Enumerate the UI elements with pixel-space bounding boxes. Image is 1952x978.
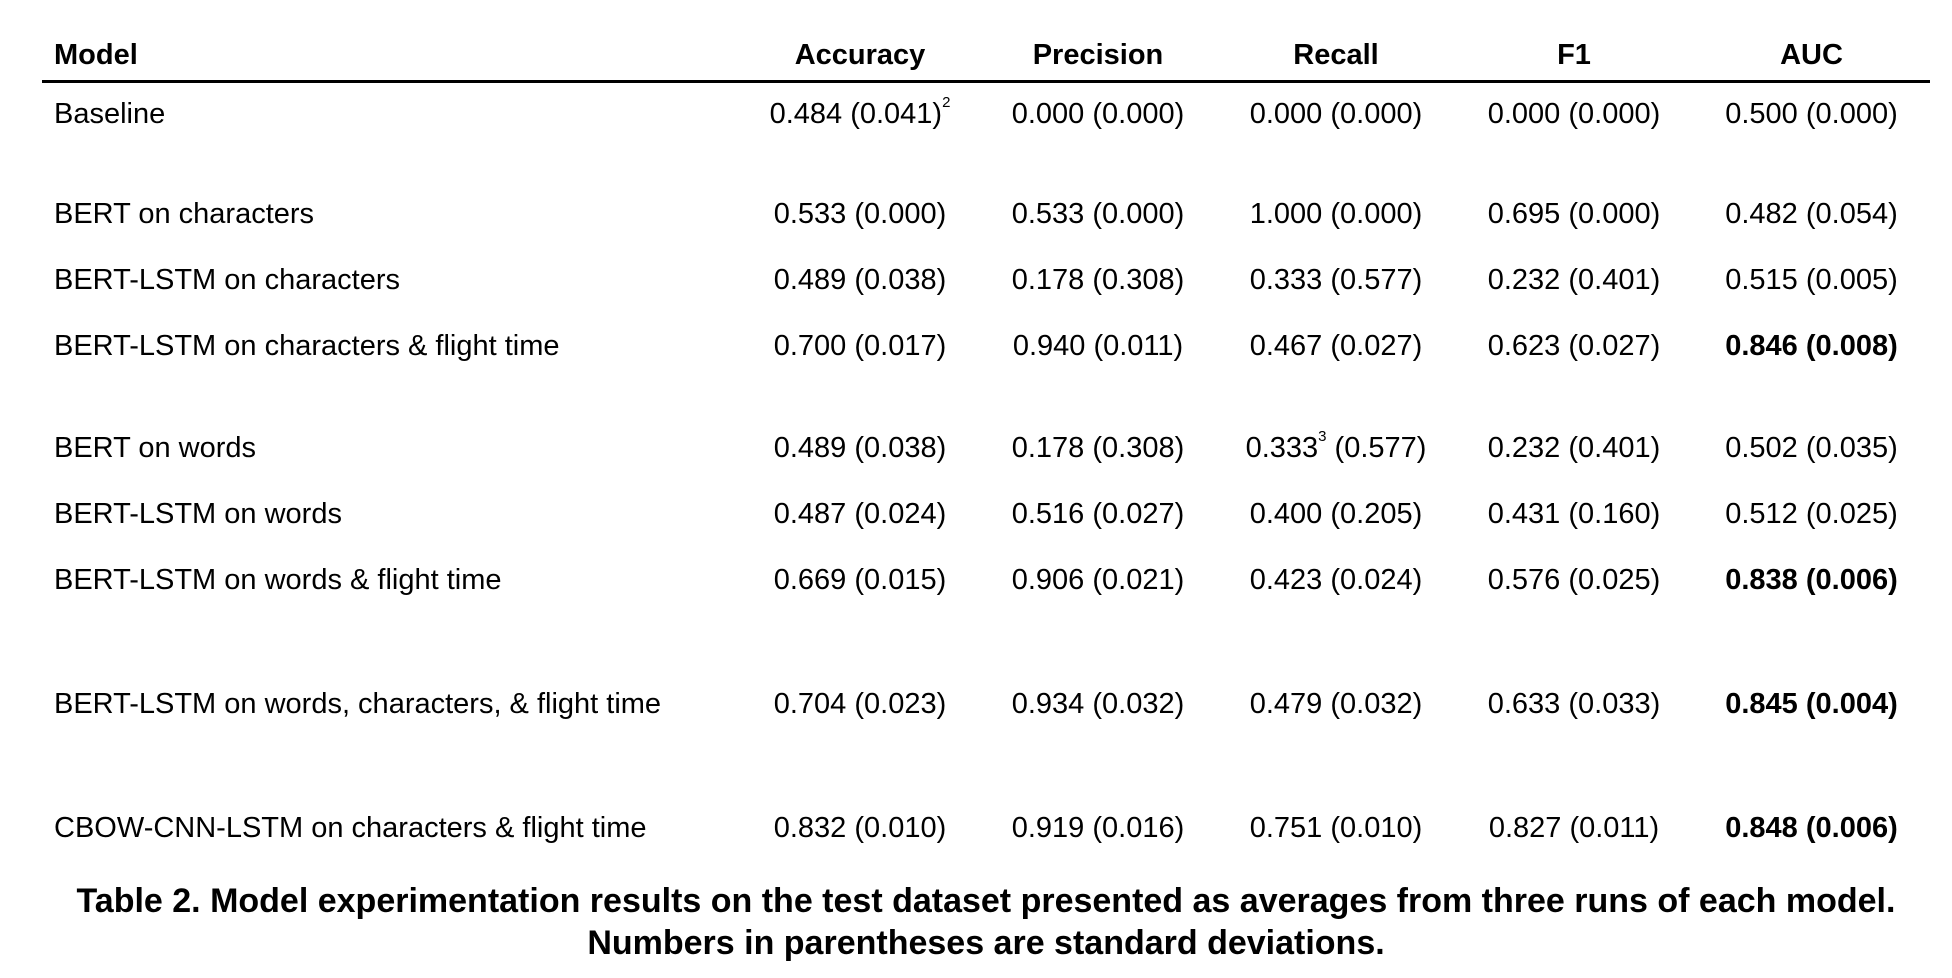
recall-cell: 0.479 (0.032)	[1249, 687, 1423, 720]
table-row: CBOW-CNN-LSTM on characters & flight tim…	[42, 795, 1930, 861]
f1-cell: 0.623 (0.027)	[1487, 329, 1661, 362]
table-row: BERT on characters 0.533 (0.000) 0.533 (…	[42, 181, 1930, 247]
model-name: BERT on characters	[54, 197, 315, 230]
auc-cell: 0.846 (0.008)	[1725, 329, 1898, 362]
table-row: BERT-LSTM on words, characters, & flight…	[42, 649, 1930, 795]
f1-cell: 0.827 (0.011)	[1488, 811, 1660, 844]
table-row: BERT-LSTM on characters 0.489 (0.038) 0.…	[42, 247, 1930, 313]
precision-cell: 0.178 (0.308)	[1011, 431, 1185, 464]
accuracy-cell: 0.533 (0.000)	[773, 197, 947, 230]
auc-cell: 0.848 (0.006)	[1725, 811, 1898, 844]
results-table-container: Model Accuracy Precision Recall F1 AUC B…	[42, 30, 1930, 861]
f1-cell: 0.576 (0.025)	[1487, 563, 1661, 596]
recall-cell: 0.3333 (0.577)	[1245, 427, 1427, 464]
table-row: BERT on words 0.489 (0.038) 0.178 (0.308…	[42, 415, 1930, 481]
recall-cell: 0.423 (0.024)	[1249, 563, 1423, 596]
model-name: BERT-LSTM on words & flight time	[54, 563, 502, 596]
precision-cell: 0.516 (0.027)	[1011, 497, 1185, 530]
accuracy-cell: 0.669 (0.015)	[773, 563, 947, 596]
precision-cell: 0.934 (0.032)	[1011, 687, 1185, 720]
accuracy-cell: 0.489 (0.038)	[773, 431, 947, 464]
accuracy-cell: 0.484 (0.041)2	[769, 93, 951, 130]
footnote-marker: 3	[1318, 427, 1327, 445]
accuracy-cell: 0.832 (0.010)	[773, 811, 947, 844]
header-model: Model	[42, 30, 741, 83]
table-row: BERT-LSTM on words 0.487 (0.024) 0.516 (…	[42, 481, 1930, 547]
f1-cell: 0.633 (0.033)	[1487, 687, 1661, 720]
f1-cell: 0.431 (0.160)	[1487, 497, 1661, 530]
accuracy-cell: 0.704 (0.023)	[773, 687, 947, 720]
f1-cell: 0.695 (0.000)	[1487, 197, 1661, 230]
precision-cell: 0.906 (0.021)	[1011, 563, 1185, 596]
auc-cell: 0.500 (0.000)	[1725, 97, 1898, 130]
f1-cell: 0.232 (0.401)	[1487, 431, 1661, 464]
auc-cell: 0.515 (0.005)	[1725, 263, 1898, 296]
recall-cell: 0.467 (0.027)	[1249, 329, 1423, 362]
precision-cell: 0.000 (0.000)	[1011, 97, 1185, 130]
recall-cell: 0.751 (0.010)	[1249, 811, 1423, 844]
table-row: BERT-LSTM on characters & flight time 0.…	[42, 313, 1930, 415]
table-caption: Table 2. Model experimentation results o…	[76, 882, 1896, 962]
recall-cell: 1.000 (0.000)	[1249, 197, 1423, 230]
model-name: BERT-LSTM on characters	[54, 263, 400, 296]
model-name: CBOW-CNN-LSTM on characters & flight tim…	[54, 811, 647, 844]
accuracy-cell: 0.487 (0.024)	[773, 497, 947, 530]
model-name: Baseline	[54, 97, 166, 130]
model-name: BERT-LSTM on words, characters, & flight…	[54, 687, 662, 720]
recall-cell: 0.000 (0.000)	[1249, 97, 1423, 130]
recall-cell: 0.400 (0.205)	[1249, 497, 1423, 530]
recall-cell: 0.333 (0.577)	[1249, 263, 1423, 296]
results-table: Model Accuracy Precision Recall F1 AUC B…	[42, 30, 1930, 861]
f1-cell: 0.000 (0.000)	[1487, 97, 1661, 130]
header-recall: Recall	[1217, 30, 1455, 83]
auc-cell: 0.512 (0.025)	[1725, 497, 1898, 530]
auc-cell: 0.482 (0.054)	[1725, 197, 1898, 230]
precision-cell: 0.919 (0.016)	[1011, 811, 1185, 844]
auc-cell: 0.502 (0.035)	[1725, 431, 1898, 464]
model-name: BERT-LSTM on words	[54, 497, 342, 530]
accuracy-cell: 0.489 (0.038)	[773, 263, 947, 296]
precision-cell: 0.178 (0.308)	[1011, 263, 1185, 296]
header-accuracy: Accuracy	[741, 30, 979, 83]
header-auc: AUC	[1693, 30, 1930, 83]
auc-cell: 0.838 (0.006)	[1725, 563, 1898, 596]
model-name: BERT on words	[54, 431, 257, 464]
precision-cell: 0.533 (0.000)	[1011, 197, 1185, 230]
f1-cell: 0.232 (0.401)	[1487, 263, 1661, 296]
auc-cell: 0.845 (0.004)	[1725, 687, 1898, 720]
table-header-row: Model Accuracy Precision Recall F1 AUC	[42, 30, 1930, 83]
accuracy-cell: 0.700 (0.017)	[773, 329, 947, 362]
precision-cell: 0.940 (0.011)	[1012, 329, 1184, 362]
header-f1: F1	[1455, 30, 1693, 83]
footnote-marker: 2	[942, 93, 951, 111]
model-name: BERT-LSTM on characters & flight time	[54, 329, 560, 362]
header-precision: Precision	[979, 30, 1217, 83]
table-row: Baseline 0.484 (0.041)2 0.000 (0.000) 0.…	[42, 82, 1930, 182]
table-row: BERT-LSTM on words & flight time 0.669 (…	[42, 547, 1930, 649]
